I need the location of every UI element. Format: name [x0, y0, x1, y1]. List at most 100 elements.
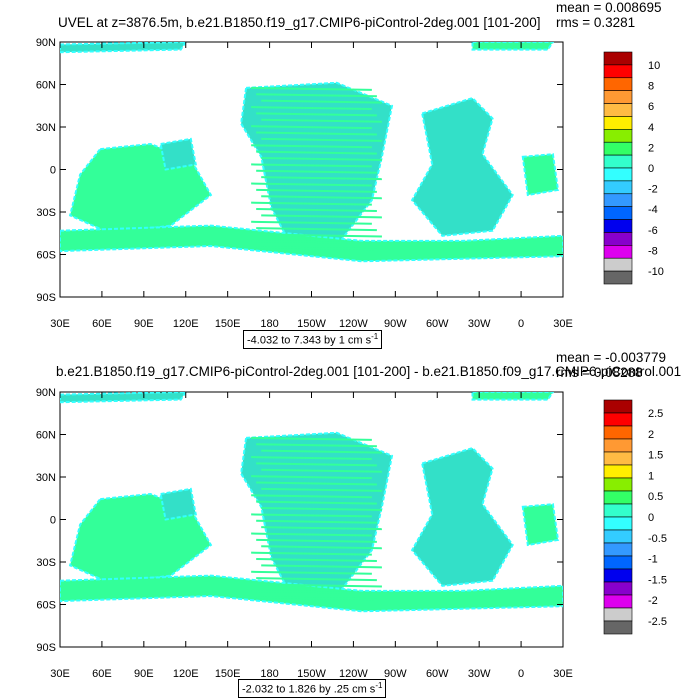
- panel2-ocean-field: [60, 392, 563, 613]
- panel1-streak: [251, 106, 372, 111]
- panel1-streak: [256, 169, 377, 174]
- panel1-colorbar-label: -4: [648, 204, 658, 216]
- panel1-ocean-field: [60, 42, 563, 263]
- panel1-streak: [261, 233, 382, 238]
- panel1-colorbar-label: 4: [648, 122, 654, 134]
- panel2-lon-label: 120W: [339, 668, 368, 680]
- panel2-streak: [251, 494, 372, 499]
- panel2-lat-label: 0: [50, 515, 56, 527]
- panel1-lon-label: 30W: [468, 318, 491, 330]
- panel1-colorbar-cell: [603, 270, 633, 285]
- panel2-colorbar-label: -2: [648, 595, 658, 607]
- panel1-lon-label: 90E: [134, 318, 154, 330]
- panel1-lat-label: 60N: [36, 80, 56, 92]
- panel2-colorbar-label: -1: [648, 554, 658, 566]
- panel1-colorbar-label: -6: [648, 225, 658, 237]
- panel1-colorbar-label: -2: [648, 184, 658, 196]
- panel1-streak: [256, 131, 377, 136]
- panel2-ocean-basin: [60, 392, 188, 404]
- panel2-colorbar-cell: [603, 581, 633, 596]
- panel1-lon-label: 30E: [553, 318, 573, 330]
- panel1-streak: [251, 163, 372, 168]
- panel2-colorbar-cell: [603, 464, 633, 479]
- panel1-lon-label: 60E: [92, 318, 112, 330]
- panel2-colorbar-label: 2.5: [648, 408, 663, 420]
- panel2-colorbar-label: -2.5: [648, 616, 667, 628]
- panel1-colorbar-cell: [603, 167, 633, 182]
- panel2-colorbar-label: 1.5: [648, 450, 663, 462]
- panel1-streak: [251, 220, 372, 225]
- panel2-colorbar-cell: [603, 529, 633, 544]
- panel2-ocean-basin: [159, 487, 197, 521]
- panel2-ocean-basin: [471, 392, 555, 401]
- panel1-colorbar-cell: [603, 206, 633, 220]
- panel2-streak: [251, 475, 372, 480]
- panel1-lat-label: 30N: [36, 122, 56, 134]
- panel1-lon-label: 120E: [173, 318, 199, 330]
- panel2-lon-label: 90E: [134, 668, 154, 680]
- panel1-colorbar-label: 8: [648, 81, 654, 93]
- panel1-streak: [251, 201, 372, 206]
- panel2-lon-label: 30E: [553, 668, 573, 680]
- panel1-streak: [256, 112, 377, 117]
- panel2-streak: [251, 570, 372, 575]
- panel2-colorbar-cell: [603, 620, 633, 635]
- panel2-lon-label: 180: [260, 668, 278, 680]
- panel1-rms: rms = 0.3281: [556, 15, 636, 30]
- panel2-lat-label: 90N: [36, 387, 56, 399]
- panel2-lat-label: 60S: [36, 600, 56, 612]
- panel1-colorbar-cell: [603, 180, 633, 195]
- panel1-range-exp: -1: [371, 332, 379, 341]
- panel2-colorbar-label: -0.5: [648, 533, 667, 545]
- panel1-range-box: -4.032 to 7.343 by 1 cm s-1: [243, 330, 383, 349]
- panel1-colorbar-cell: [603, 129, 633, 143]
- panel2-lon-label: 150E: [215, 668, 241, 680]
- panel2-ocean-basin: [410, 446, 514, 587]
- panel1-lon-label: 150W: [297, 318, 326, 330]
- panel2-colorbar-label: 0.5: [648, 491, 663, 503]
- panel2-streak: [256, 538, 377, 543]
- panel2-range-exp: -1: [375, 681, 383, 690]
- panel2-colorbar-cell: [603, 594, 633, 609]
- panel2-lon-label: 60E: [92, 668, 112, 680]
- panel1-colorbar-label: -8: [648, 245, 658, 257]
- panel1-streak: [256, 93, 377, 98]
- panel1-colorbar-cell: [603, 64, 633, 79]
- panel1-colorbar-cell: [603, 232, 633, 246]
- panel1-colorbar-cell: [603, 77, 633, 91]
- panel1-lat-label: 90N: [36, 37, 56, 49]
- panel1-streak: [261, 214, 382, 219]
- panel1-streak: [256, 246, 377, 251]
- panel1-lon-label: 60W: [426, 318, 449, 330]
- panel1-streak: [261, 176, 382, 181]
- panel2-lat-label: 90S: [36, 642, 56, 654]
- panel2-rms: rms = 0.08288: [556, 365, 643, 380]
- panel2-lon-label: 120E: [173, 668, 199, 680]
- panel2-range-box: -2.032 to 1.826 by .25 cm s-1: [238, 679, 387, 698]
- panel1-lat-label: 30S: [36, 207, 56, 219]
- panel1-streak: [261, 118, 382, 123]
- panel2-ocean-basin: [60, 574, 563, 613]
- panel2-ocean-basin: [521, 503, 560, 547]
- panel1-colorbar-label: 6: [648, 101, 654, 113]
- panel2-streak: [256, 519, 377, 524]
- panel2-title: b.e21.B1850.f19_g17.CMIP6-piControl-2deg…: [56, 364, 682, 379]
- panel1-streak: [261, 137, 382, 142]
- panel1-colorbar-cell: [603, 245, 633, 259]
- panel2-colorbar-cell: [603, 477, 633, 492]
- panel2-streak: [261, 526, 382, 531]
- panel2-colorbar-cell: [603, 490, 633, 505]
- panel2-streak: [251, 436, 372, 441]
- panel1-ocean-basin: [521, 153, 560, 197]
- panel1-colorbar-label: 2: [648, 142, 654, 154]
- panel2-streak: [256, 558, 377, 563]
- panel2-lat-label: 30N: [36, 472, 56, 484]
- panel1-colorbar-cell: [603, 51, 633, 66]
- panel2-streak: [256, 462, 377, 467]
- panel1-range-text: -4.032 to 7.343 by 1 cm s: [247, 334, 372, 347]
- panel1-colorbar-cell: [603, 257, 633, 272]
- panel2-lat-label: 30S: [36, 557, 56, 569]
- panel1-colorbar-label: 10: [648, 60, 660, 72]
- panel2-streak: [261, 564, 382, 569]
- panel1-colorbar-cell: [603, 154, 633, 169]
